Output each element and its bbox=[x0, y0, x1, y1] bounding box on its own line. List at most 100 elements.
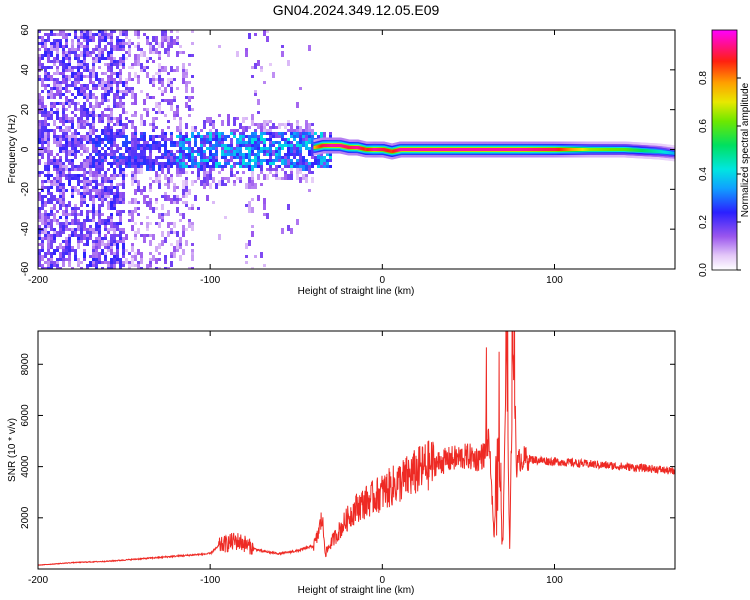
spectrogram-cell bbox=[110, 129, 113, 132]
spectrogram-cell bbox=[92, 63, 95, 66]
spectrogram-cell bbox=[176, 162, 179, 168]
spectrogram-cell bbox=[74, 36, 77, 39]
spectrogram-cell bbox=[140, 63, 143, 69]
spectrogram-cell bbox=[110, 120, 113, 123]
spectrogram-cell bbox=[59, 129, 62, 132]
spectrogram-cell bbox=[236, 177, 239, 180]
spectrogram-cell bbox=[95, 174, 98, 177]
spectrogram-cell bbox=[98, 213, 101, 216]
spectrogram-cell bbox=[41, 201, 44, 204]
spectrogram-cell bbox=[149, 168, 152, 171]
spectrogram-cell bbox=[80, 234, 83, 240]
spectrogram-cell bbox=[191, 153, 194, 156]
spectrogram-cell bbox=[269, 135, 272, 138]
spectrogram-cell bbox=[170, 255, 173, 258]
spectrogram-cell bbox=[122, 171, 125, 174]
spectrogram-cell bbox=[101, 168, 104, 171]
spectrogram-cell bbox=[137, 228, 140, 234]
spectrogram-cell bbox=[68, 141, 71, 147]
spectrogram-cell bbox=[263, 138, 266, 144]
spectrogram-cell bbox=[269, 132, 272, 135]
spectrogram-cell bbox=[101, 243, 104, 246]
spectrogram-cell bbox=[155, 198, 158, 201]
spectrogram-cell bbox=[68, 255, 71, 261]
spectrogram-cell bbox=[299, 132, 302, 135]
spectrogram-cell bbox=[260, 135, 263, 141]
spectrogram-cell bbox=[182, 69, 185, 72]
spectrogram-cell bbox=[95, 33, 98, 36]
spectrogram-cell bbox=[197, 147, 200, 150]
spectrogram-cell bbox=[98, 36, 101, 39]
spectrogram-cell bbox=[71, 120, 74, 123]
spectrogram-cell bbox=[95, 228, 98, 231]
spectrogram-cell bbox=[227, 144, 230, 147]
spectrogram-cell bbox=[122, 63, 125, 66]
spectrogram-cell bbox=[119, 222, 122, 225]
spectrogram-cell bbox=[281, 51, 284, 57]
spectrogram-cell bbox=[119, 168, 122, 174]
spectrogram-cell bbox=[86, 114, 89, 120]
spectrogram-cell bbox=[227, 114, 230, 120]
spectrogram-cell bbox=[107, 135, 110, 138]
spectrogram-cell bbox=[125, 165, 128, 168]
spectrogram-cell bbox=[164, 33, 167, 36]
spectrogram-cell bbox=[113, 156, 116, 159]
spectrogram-cell bbox=[83, 192, 86, 195]
spectrogram-cell bbox=[167, 84, 170, 87]
spectrogram-cell bbox=[188, 222, 191, 228]
spectrogram-cell bbox=[71, 51, 74, 54]
spectrogram-cell bbox=[56, 66, 59, 69]
spectrogram-cell bbox=[68, 264, 71, 267]
spectrogram-cell bbox=[83, 93, 86, 96]
spectrogram-cell bbox=[221, 156, 224, 159]
snr-frame bbox=[37, 330, 676, 570]
spectrogram-cell bbox=[188, 144, 191, 147]
spectrogram-cell bbox=[221, 177, 224, 180]
spectrogram-cell bbox=[86, 267, 89, 269]
spectrogram-cell bbox=[284, 162, 287, 165]
spectrogram-cell bbox=[296, 144, 299, 147]
spectrogram-cell bbox=[122, 243, 125, 249]
spectrogram-cell bbox=[146, 39, 149, 45]
spectrogram-cell bbox=[53, 129, 56, 135]
spectrogram-cell bbox=[74, 168, 77, 171]
spectrogram-cell bbox=[119, 174, 122, 177]
spectrogram-cell bbox=[149, 189, 152, 192]
spectrogram-cell bbox=[83, 252, 86, 258]
spectrogram-cell bbox=[122, 201, 125, 204]
spectrogram-cell bbox=[47, 54, 50, 57]
spectrogram-cell bbox=[155, 105, 158, 108]
spectrogram-cell bbox=[122, 210, 125, 213]
spectrogram-cell bbox=[89, 75, 92, 78]
spectrogram-cell bbox=[80, 144, 83, 150]
spectrogram-cell bbox=[221, 153, 224, 156]
spectrogram-cell bbox=[248, 159, 251, 162]
spectrogram-cell bbox=[176, 159, 179, 162]
spectrogram-cell bbox=[185, 192, 188, 198]
spectrogram-cell bbox=[65, 102, 68, 105]
spectrogram-cell bbox=[56, 180, 59, 183]
spectrogram-cell bbox=[62, 150, 65, 153]
spectrogram-cell bbox=[158, 81, 161, 84]
spectrogram-cell bbox=[191, 126, 194, 132]
spectrogram-cell bbox=[44, 234, 47, 237]
spectrogram-cell bbox=[185, 180, 188, 186]
spectrogram-cell bbox=[122, 174, 125, 177]
spectrogram-cell bbox=[95, 138, 98, 141]
spectrogram-cell bbox=[266, 30, 269, 33]
spectrogram-cell bbox=[137, 186, 140, 192]
spectrogram-cell bbox=[98, 252, 101, 258]
spectrogram-cell bbox=[305, 165, 308, 171]
spectrogram-cell bbox=[104, 186, 107, 192]
spectrogram-cell bbox=[74, 186, 77, 192]
spectrogram-cell bbox=[95, 75, 98, 81]
spectrogram-cell bbox=[89, 129, 92, 135]
spectrogram-cell bbox=[251, 225, 254, 228]
spectrogram-cell bbox=[212, 144, 215, 150]
spectrogram-cell bbox=[176, 249, 179, 252]
spectrogram-cell bbox=[290, 147, 293, 153]
spectrogram-cell bbox=[185, 201, 188, 204]
spectrogram-cell bbox=[134, 144, 137, 150]
spectrogram-cell bbox=[254, 33, 257, 36]
spectrogram-cell bbox=[155, 159, 158, 162]
